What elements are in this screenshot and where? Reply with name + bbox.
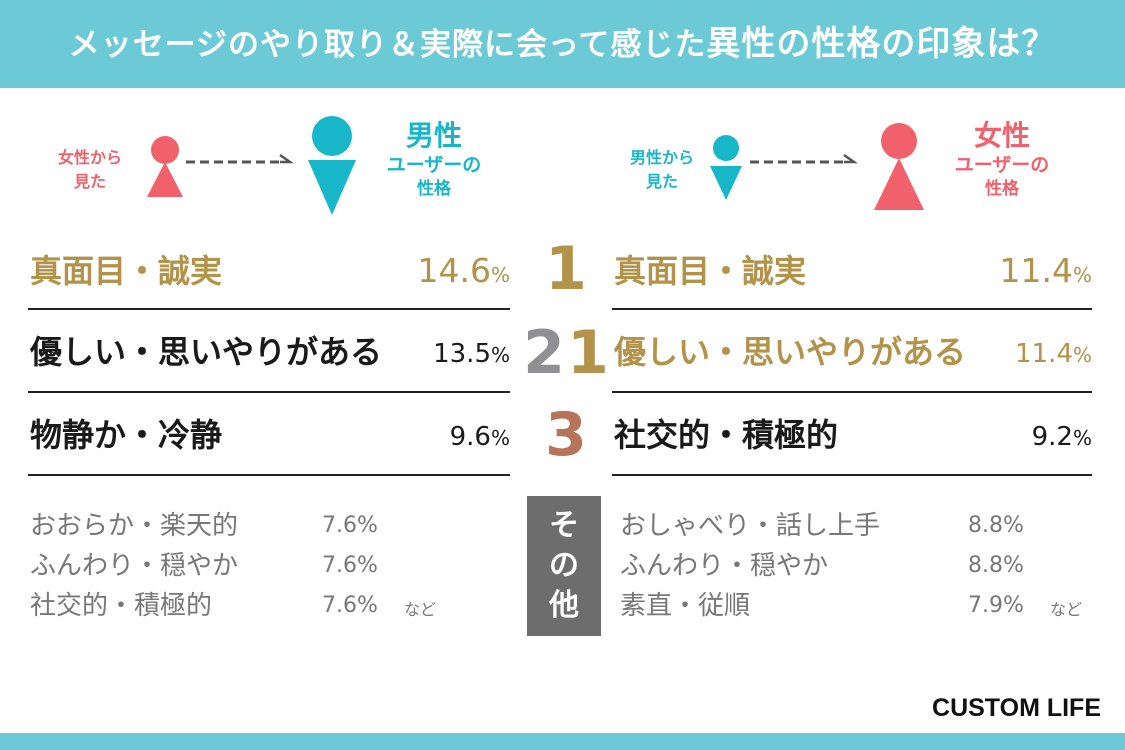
dashed-arrow-icon bbox=[748, 150, 860, 166]
left-other-trait-1: おおらか・楽天的 bbox=[30, 511, 239, 541]
right-from-line1: 男性から bbox=[629, 148, 694, 167]
left-target-small: 性格 bbox=[417, 179, 451, 199]
percent-unit: % bbox=[1072, 263, 1092, 287]
left-target-mid: ユーザーの bbox=[386, 154, 482, 176]
left-other-number-1: 7.6 bbox=[322, 513, 357, 538]
right-rank3-trait: 社交的・積極的 bbox=[614, 416, 839, 454]
right-other-trait-3: 素直・従順 bbox=[620, 591, 751, 621]
right-other-value-1: 8.8% bbox=[968, 506, 1024, 546]
left-from-label: 女性から 見た bbox=[50, 146, 130, 194]
percent-unit: % bbox=[1003, 553, 1024, 578]
right-rank1-number: 11.4 bbox=[999, 251, 1073, 290]
row-divider bbox=[28, 308, 510, 310]
page-title: メッセージのやり取り＆実際に会って感じた異性の性格の印象は？ bbox=[0, 0, 1125, 88]
percent-unit: % bbox=[357, 513, 378, 538]
left-rank1-value: 14.6% bbox=[380, 249, 511, 297]
left-rank3-number: 9.6 bbox=[449, 422, 491, 452]
right-other-value-2: 8.8% bbox=[968, 546, 1024, 586]
male-person-icon bbox=[304, 115, 360, 215]
left-target-big: 男性 bbox=[405, 119, 462, 152]
others-char-3: 他 bbox=[549, 588, 579, 623]
right-from-line2: 見た bbox=[645, 172, 678, 191]
female-person-icon bbox=[146, 135, 184, 197]
percent-unit: % bbox=[1072, 426, 1092, 450]
footer-bar bbox=[0, 733, 1125, 750]
row-divider bbox=[612, 474, 1092, 476]
right-other-trait-2: ふんわり・穏やか bbox=[620, 551, 829, 581]
percent-unit: % bbox=[1003, 593, 1024, 618]
left-other-number-3: 7.6 bbox=[322, 593, 357, 618]
right-target-mid: ユーザーの bbox=[954, 154, 1050, 176]
percent-unit: % bbox=[490, 426, 510, 450]
others-char-1: そ bbox=[549, 508, 579, 543]
row-divider bbox=[28, 474, 510, 476]
right-rank1-tie-trait: 優しい・思いやりがある bbox=[614, 333, 967, 371]
rank-3-badge: 3 bbox=[545, 400, 587, 470]
title-normal: メッセージのやり取り＆実際に会って感じた bbox=[68, 27, 707, 63]
right-rank3-number: 9.2 bbox=[1031, 422, 1073, 452]
percent-unit: % bbox=[357, 553, 378, 578]
right-other-number-1: 8.8 bbox=[968, 513, 1003, 538]
right-target-big: 女性 bbox=[973, 119, 1030, 152]
left-rank2-value: 13.5% bbox=[400, 332, 510, 377]
left-target-label: 男性 ユーザーの 性格 bbox=[354, 120, 514, 200]
title-highlight: 異性の性格の印象は？ bbox=[706, 24, 1057, 64]
right-other-number-3: 7.9 bbox=[968, 593, 1003, 618]
right-rank1-tie-number: 11.4 bbox=[1015, 339, 1073, 369]
left-rank2-number: 13.5 bbox=[433, 339, 491, 369]
rank-1-tie-badge: 1 bbox=[567, 318, 609, 388]
left-other-trait-2: ふんわり・穏やか bbox=[30, 551, 239, 581]
right-rank1-value: 11.4% bbox=[960, 249, 1093, 297]
percent-unit: % bbox=[1072, 343, 1092, 367]
percent-unit: % bbox=[490, 263, 510, 287]
left-rank1-number: 14.6 bbox=[417, 251, 491, 290]
left-other-number-2: 7.6 bbox=[322, 553, 357, 578]
percent-unit: % bbox=[1003, 513, 1024, 538]
right-target-small: 性格 bbox=[985, 179, 1019, 199]
right-target-label: 女性 ユーザーの 性格 bbox=[922, 120, 1082, 200]
left-rank3-value: 9.6% bbox=[400, 415, 510, 460]
right-etc-label: など bbox=[1050, 600, 1083, 619]
percent-unit: % bbox=[357, 593, 378, 618]
row-divider bbox=[612, 308, 1092, 310]
right-other-value-3: 7.9% bbox=[968, 586, 1024, 626]
left-rank2-trait: 優しい・思いやりがある bbox=[30, 333, 383, 371]
rank-1-badge: 1 bbox=[545, 234, 587, 304]
left-rank3-trait: 物静か・冷静 bbox=[30, 416, 223, 454]
right-rank1-trait: 真面目・誠実 bbox=[614, 252, 807, 290]
header-banner bbox=[0, 0, 1125, 88]
others-badge: そ の 他 bbox=[527, 496, 601, 636]
male-person-icon bbox=[708, 134, 744, 200]
left-other-trait-3: 社交的・積極的 bbox=[30, 591, 213, 621]
right-other-trait-1: おしゃべり・話し上手 bbox=[620, 511, 881, 541]
rank-2-badge: 2 bbox=[523, 318, 565, 388]
right-rank1-tie-value: 11.4% bbox=[982, 332, 1092, 377]
dashed-arrow-icon bbox=[184, 150, 296, 166]
left-other-value-1: 7.6% bbox=[322, 506, 378, 546]
right-from-label: 男性から 見た bbox=[612, 146, 712, 194]
percent-unit: % bbox=[490, 343, 510, 367]
others-char-2: の bbox=[549, 548, 579, 583]
left-from-line1: 女性から bbox=[57, 148, 122, 167]
brand-logo: CUSTOM LIFE bbox=[932, 694, 1101, 722]
row-divider bbox=[28, 391, 510, 393]
right-other-number-2: 8.8 bbox=[968, 553, 1003, 578]
left-etc-label: など bbox=[404, 600, 437, 619]
right-rank3-value: 9.2% bbox=[982, 415, 1092, 460]
female-person-icon bbox=[874, 122, 924, 210]
left-from-line2: 見た bbox=[73, 172, 106, 191]
left-rank1-trait: 真面目・誠実 bbox=[30, 252, 223, 290]
row-divider bbox=[612, 391, 1092, 393]
left-other-value-2: 7.6% bbox=[322, 546, 378, 586]
left-other-value-3: 7.6% bbox=[322, 586, 378, 626]
